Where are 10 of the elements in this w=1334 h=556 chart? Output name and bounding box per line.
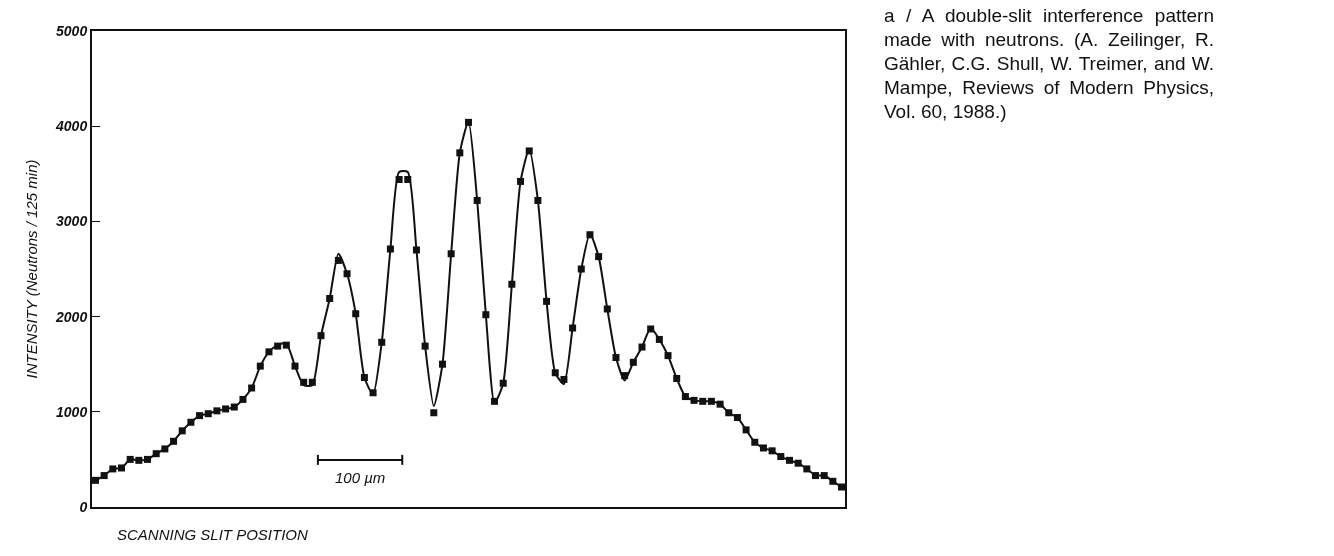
y-tick-label: 5000 — [56, 22, 88, 39]
y-tick-label: 1000 — [56, 403, 88, 420]
y-tick-label: 4000 — [55, 118, 88, 135]
annotation: 100 µm — [335, 469, 386, 486]
x-axis-title: SCANNING SLIT POSITION — [117, 526, 309, 543]
y-tick-label: 3000 — [56, 213, 88, 230]
y-tick-label: 0 — [79, 498, 88, 515]
y-axis-title: INTENSITY (Neutrons / 125 min) — [22, 159, 40, 379]
text: a / A double-slit interference pattern made with neutrons. (A. Zeilinger, R. Gähler, C.G. Shull, W. Treimer, and W. Mampe, Reviews of Modern Physics, Vol. 60, 1988.) — [884, 4, 1214, 124]
y-tick-label: 2000 — [55, 308, 88, 325]
